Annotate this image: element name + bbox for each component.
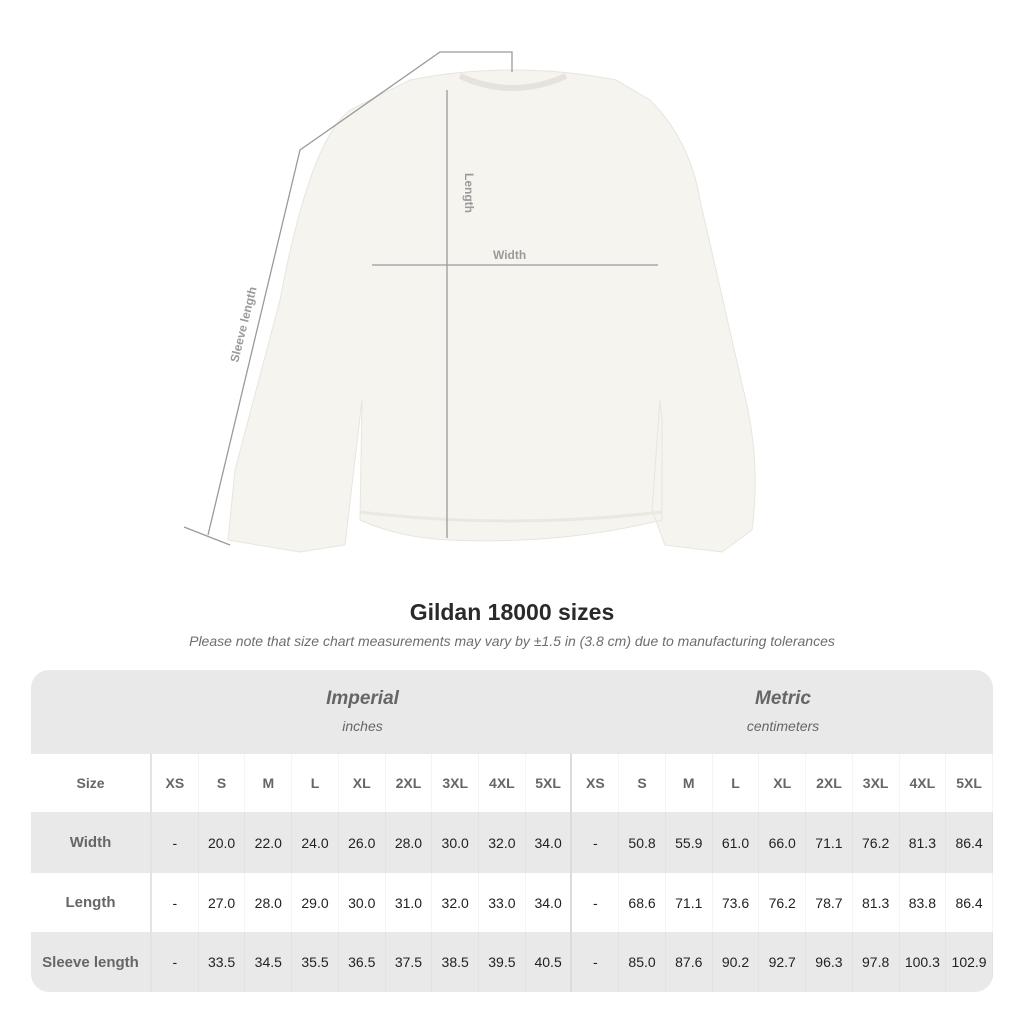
metric-header: Metric centimeters <box>573 688 993 734</box>
table-cell: 50.8 <box>619 812 666 873</box>
table-cell: XL <box>339 754 386 812</box>
table-cell: 29.0 <box>292 873 339 932</box>
table-cell: 27.0 <box>199 873 246 932</box>
table-cell: 35.5 <box>292 932 339 992</box>
table-cell: - <box>152 812 199 873</box>
table-cell: 86.4 <box>946 873 993 932</box>
table-cell: 71.1 <box>806 812 853 873</box>
table-cell: S <box>199 754 246 812</box>
sleeve-line <box>207 51 513 536</box>
width-label: Width <box>493 248 526 262</box>
table-row: Sleeve length -33.5 34.5 35.5 36.5 37.5 38.5 39… <box>31 932 993 992</box>
table-cell: 26.0 <box>339 812 386 873</box>
table-cell: 37.5 <box>386 932 433 992</box>
table-cell: 2XL <box>386 754 433 812</box>
table-cell: - <box>152 932 199 992</box>
row-label: Size <box>31 754 152 812</box>
table-cell: 97.8 <box>853 932 900 992</box>
table-cell: 39.5 <box>479 932 526 992</box>
table-cell: XS <box>572 754 620 812</box>
table-cell: 30.0 <box>339 873 386 932</box>
table-cell: 90.2 <box>713 932 760 992</box>
table-cell: 81.3 <box>853 873 900 932</box>
table-cell: S <box>619 754 666 812</box>
table-cell: 28.0 <box>386 812 433 873</box>
table-cell: 22.0 <box>245 812 293 873</box>
table-cell: 96.3 <box>806 932 853 992</box>
table-cell: 3XL <box>853 754 900 812</box>
table-cell: 3XL <box>432 754 480 812</box>
imperial-unit: inches <box>342 718 383 734</box>
table-cell: - <box>572 932 620 992</box>
table-cell: 85.0 <box>619 932 666 992</box>
size-header-row: Size XS S M L XL 2XL 3XL 4XL 5XL XS S M L XL 2XL 3XL 4XL 5… <box>31 754 993 812</box>
metric-unit: centimeters <box>746 718 820 734</box>
table-cell: 55.9 <box>666 812 713 873</box>
table-cell: 81.3 <box>900 812 947 873</box>
table-cell: 5XL <box>946 754 993 812</box>
chart-title: Gildan 18000 sizes <box>409 599 615 625</box>
table-cell: 68.6 <box>619 873 666 932</box>
table-cell: 30.0 <box>432 812 480 873</box>
table-cell: 73.6 <box>713 873 760 932</box>
sweatshirt-image <box>227 69 756 553</box>
table-row: Length -27.0 28.0 29.0 30.0 31.0 32.0 33.0 34.0-… <box>31 873 993 932</box>
table-cell: - <box>152 873 199 932</box>
table-cell: 61.0 <box>713 812 760 873</box>
table-cell: 36.5 <box>339 932 386 992</box>
table-cell: 4XL <box>900 754 947 812</box>
table-cell: 71.1 <box>666 873 713 932</box>
table-cell: 76.2 <box>759 873 807 932</box>
table-cell: M <box>666 754 713 812</box>
table-cell: 92.7 <box>759 932 807 992</box>
table-cell: 102.9 <box>946 932 993 992</box>
table-cell: 24.0 <box>292 812 339 873</box>
table-cell: 40.5 <box>526 932 573 992</box>
table-cell: 86.4 <box>946 812 993 873</box>
sweatshirt-diagram: Length Width Sleeve length <box>183 51 756 553</box>
table-cell: 4XL <box>479 754 526 812</box>
table-row: Width -20.0 22.0 24.0 26.0 28.0 30.0 32.0 34.0-5… <box>31 812 993 873</box>
tolerance-note: Please note that size chart measurements… <box>189 633 835 649</box>
table-cell: 31.0 <box>386 873 433 932</box>
table-cell: 20.0 <box>199 812 246 873</box>
table-cell: M <box>245 754 293 812</box>
table-cell: 66.0 <box>759 812 807 873</box>
sleeve-label: Sleeve length <box>227 285 259 363</box>
table-cell: 83.8 <box>900 873 947 932</box>
length-label: Length <box>462 173 476 213</box>
row-label: Sleeve length <box>31 932 152 992</box>
table-cell: 28.0 <box>245 873 293 932</box>
table-cell: 34.0 <box>526 812 573 873</box>
imperial-title: Imperial <box>326 688 399 709</box>
table-cell: 5XL <box>526 754 573 812</box>
table-cell: XS <box>152 754 199 812</box>
table-cell: 34.0 <box>526 873 573 932</box>
table-cell: 38.5 <box>432 932 480 992</box>
metric-title: Metric <box>755 688 811 709</box>
table-cell: 32.0 <box>432 873 480 932</box>
size-table: Imperial inches Metric centimeters Size X… <box>31 670 993 992</box>
table-cell: 34.5 <box>245 932 293 992</box>
row-label: Width <box>31 812 152 873</box>
table-cell: 2XL <box>806 754 853 812</box>
table-cell: 32.0 <box>479 812 526 873</box>
table-cell: L <box>292 754 339 812</box>
table-cell: XL <box>759 754 807 812</box>
table-cell: - <box>572 873 620 932</box>
table-cell: 100.3 <box>900 932 947 992</box>
table-cell: L <box>713 754 760 812</box>
imperial-header: Imperial inches <box>152 688 573 734</box>
row-label: Length <box>31 873 152 932</box>
table-cell: 76.2 <box>853 812 900 873</box>
table-cell: 87.6 <box>666 932 713 992</box>
table-cell: 33.5 <box>199 932 246 992</box>
table-cell: 33.0 <box>479 873 526 932</box>
table-cell: 78.7 <box>806 873 853 932</box>
table-cell: - <box>572 812 620 873</box>
